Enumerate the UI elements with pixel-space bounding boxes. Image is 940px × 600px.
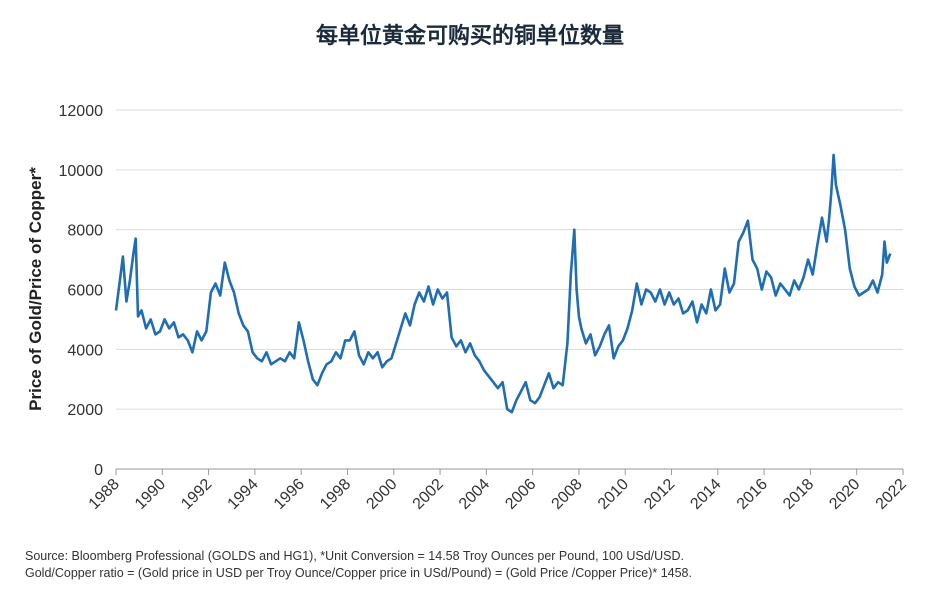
y-tick-label: 0: [94, 462, 103, 479]
source-line-1: Source: Bloomberg Professional (GOLDS an…: [25, 549, 685, 563]
y-axis-ticks: 0 2000 4000 6000 8000 10000 12000: [59, 103, 104, 479]
x-tick-label: 1998: [317, 476, 354, 513]
x-tick-label: 1990: [132, 476, 169, 513]
x-tick-label: 1992: [178, 476, 215, 513]
x-tick-label: 2020: [826, 476, 863, 513]
y-tick-label: 10000: [59, 163, 104, 180]
x-tick-label: 2002: [410, 476, 447, 513]
y-tick-label: 2000: [67, 402, 103, 419]
series-line: [114, 153, 892, 414]
x-tick-label: 2018: [780, 476, 817, 513]
x-tick-label: 2008: [549, 476, 586, 513]
x-tick-label: 2012: [641, 476, 678, 513]
x-tick-label: 1988: [86, 476, 123, 513]
y-axis-label: Price of Gold/Price of Copper*: [26, 167, 45, 411]
x-tick-label: 2000: [363, 476, 400, 513]
x-axis-ticks: 1988 1990 1992 1994 1996 1998 2000 2002 2004 2006…: [86, 469, 910, 513]
x-tick-label: 1996: [271, 476, 308, 513]
source-note: Source: Bloomberg Professional (GOLDS an…: [25, 548, 925, 582]
chart-title: 每单位黄金可购买的铜单位数量: [315, 24, 624, 49]
x-tick-label: 2004: [456, 476, 493, 513]
x-tick-label: 2016: [734, 476, 771, 513]
x-tick-label: 2022: [873, 476, 910, 513]
source-line-2: Gold/Copper ratio = (Gold price in USD p…: [25, 566, 692, 580]
x-tick-label: 2006: [502, 476, 539, 513]
x-tick-label: 2014: [687, 476, 724, 513]
y-tick-label: 8000: [67, 223, 103, 240]
y-tick-label: 12000: [59, 103, 104, 120]
x-tick-label: 1994: [225, 476, 262, 513]
x-tick-label: 2010: [595, 476, 632, 513]
y-tick-label: 4000: [67, 342, 103, 359]
y-tick-label: 6000: [67, 283, 103, 300]
gridlines: [116, 109, 903, 410]
